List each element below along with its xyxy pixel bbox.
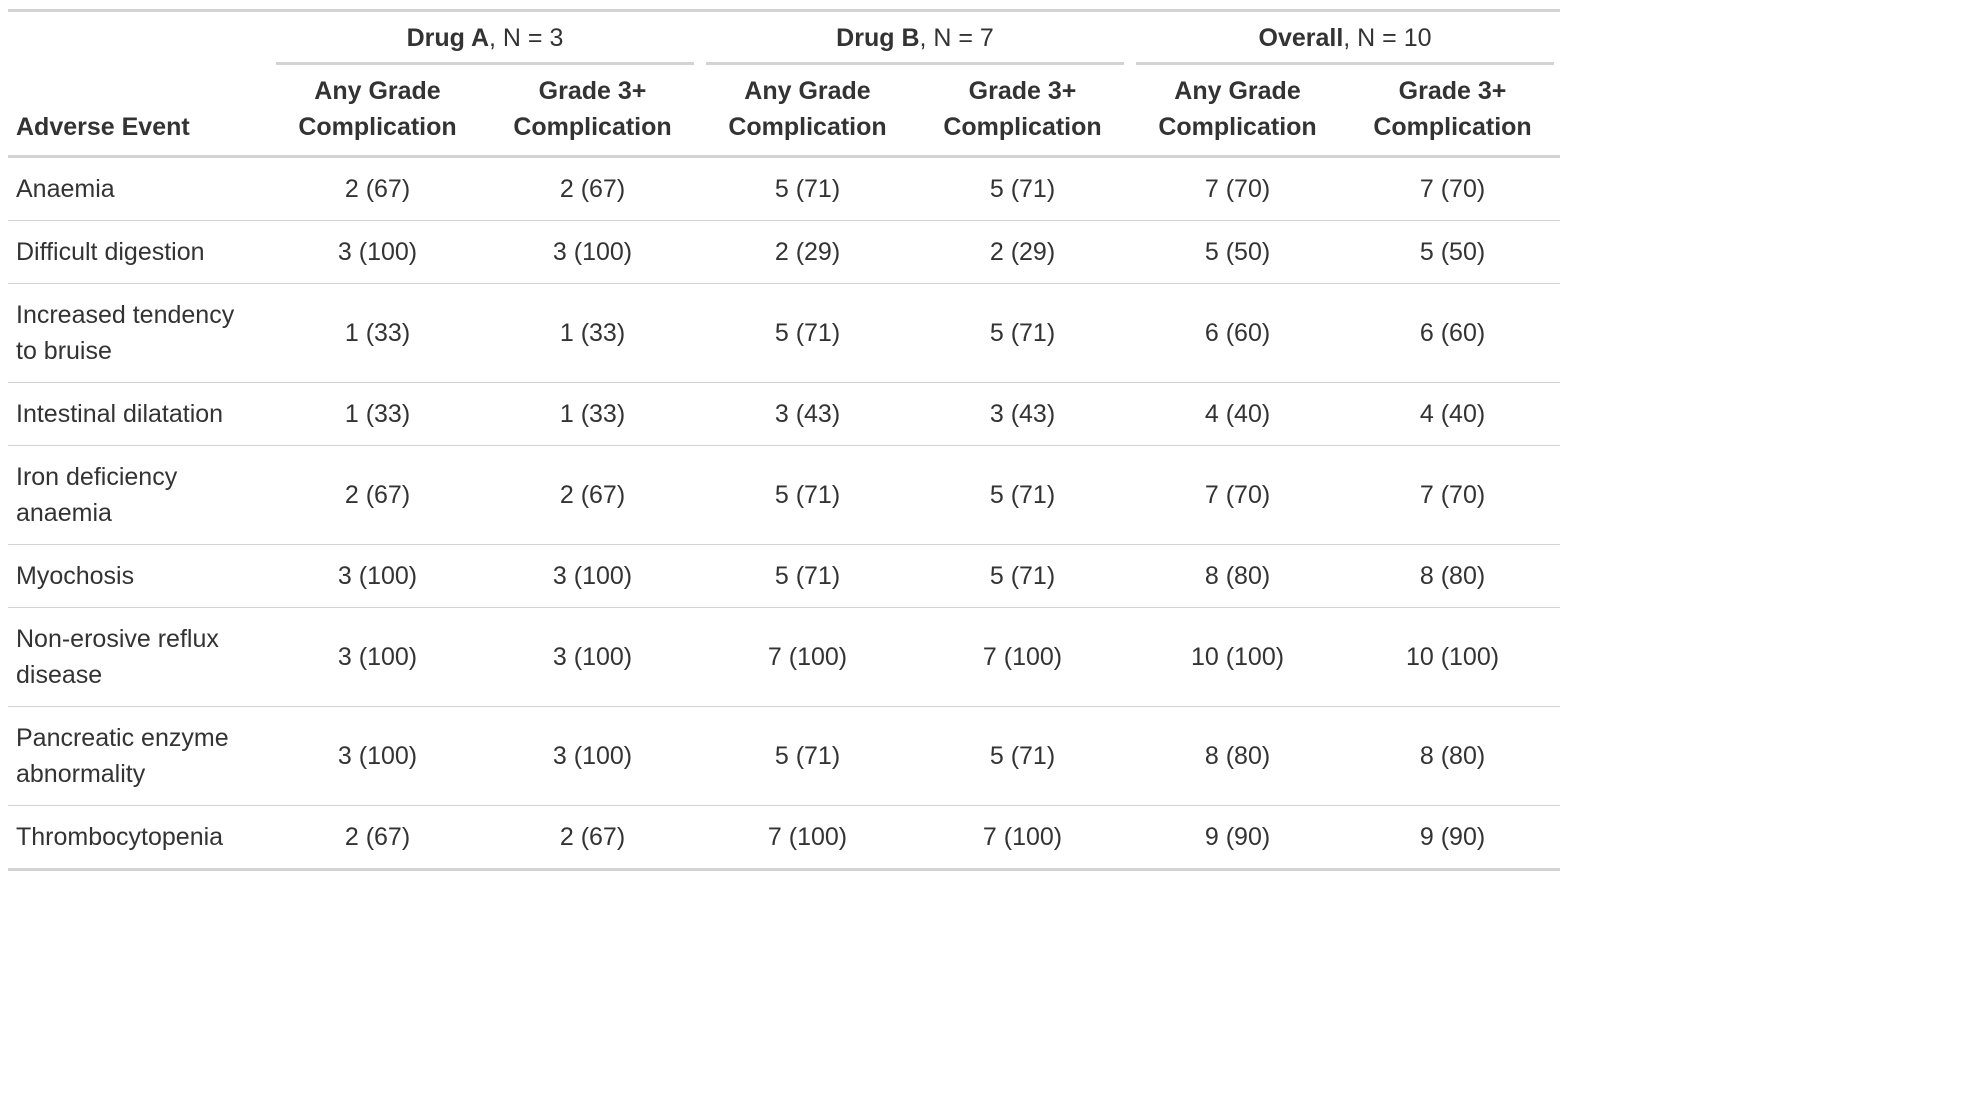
table-row: Iron deficiency anaemia 2 (67) 2 (67) 5 (71…: [8, 445, 1561, 545]
data-cell: 3 (100): [270, 220, 485, 284]
spanner-n: , N = 7: [919, 24, 994, 52]
table: Drug A, N = 3 Drug B, N = 7 Overall, N = 1…: [8, 9, 1561, 871]
data-cell: 3 (100): [270, 607, 485, 707]
data-cell: 9 (90): [1345, 805, 1561, 870]
data-cell: 5 (50): [1345, 220, 1561, 284]
spanner-name: Drug B: [836, 24, 920, 52]
table-wrapper: Drug A, N = 3 Drug B, N = 7 Overall, N = 1…: [8, 9, 1561, 871]
data-cell: 5 (71): [700, 544, 915, 608]
data-cell: 2 (67): [559, 175, 626, 203]
spanner-label: Drug B, N = 7: [706, 20, 1125, 65]
table-row: Myochosis 3 (100) 3 (100) 5 (71) 5 (71) 8 (80…: [8, 544, 1561, 608]
data-cell: 8 (80): [1345, 706, 1561, 806]
data-cell: 3 (100): [270, 544, 485, 608]
table-row: Pancreatic enzyme abnormality 3 (100) 3 (1…: [8, 706, 1561, 806]
data-cell: 6 (60): [1345, 283, 1561, 383]
spanner-name: Drug A: [406, 24, 490, 52]
data-cell: 2 (67): [270, 445, 485, 545]
column-header: Grade 3+ Complication: [485, 65, 700, 158]
data-cell: 2 (67): [485, 445, 700, 545]
data-cell: 7 (70): [1130, 445, 1346, 545]
data-cell: 7 (100): [915, 607, 1131, 707]
table-row: Anaemia 2 (67) 2 (67) 5 (71) 5 (71) 7 (70) 7 (…: [8, 157, 1560, 221]
spanner-label: Overall, N = 10: [1136, 20, 1555, 65]
data-cell: 1 (33): [485, 283, 700, 383]
table-row: Non-erosive reflux disease 3 (100) 3 (100)…: [8, 607, 1561, 707]
data-cell: 3 (100): [485, 220, 700, 284]
event-cell: Thrombocytopenia: [8, 805, 270, 870]
data-cell: 1 (33): [270, 283, 485, 383]
data-cell: 3 (43): [915, 382, 1131, 446]
data-cell: 2 (29): [700, 220, 915, 284]
data-cell: 5 (71): [700, 706, 915, 806]
data-cell: 3 (100): [485, 607, 700, 707]
column-header: Any Grade Complication: [270, 65, 485, 158]
data-cell: 7 (70): [1345, 445, 1561, 545]
data-cell: 2 (67): [344, 175, 411, 203]
data-cell: 4 (40): [1345, 382, 1561, 446]
data-cell: 7 (70): [1419, 175, 1486, 203]
column-header: Any Grade Complication: [700, 65, 915, 158]
data-cell: 5 (71): [915, 283, 1131, 383]
event-cell: Iron deficiency anaemia: [8, 445, 270, 545]
data-cell: 5 (71): [915, 544, 1131, 608]
column-header: Grade 3+ Complication: [915, 65, 1131, 158]
spanner: Overall, N = 10: [1130, 11, 1560, 65]
column-header: Grade 3+ Complication: [1345, 65, 1561, 158]
data-cell: 8 (80): [1130, 706, 1346, 806]
data-cell: 3 (43): [700, 382, 915, 446]
data-cell: 8 (80): [1345, 544, 1561, 608]
event-cell: Difficult digestion: [8, 220, 270, 284]
stub-header: Adverse Event: [8, 65, 270, 158]
event-cell: Increased tendency to bruise: [8, 283, 270, 383]
spanner: Drug A, N = 3: [270, 11, 700, 65]
spanner-row: Drug A, N = 3 Drug B, N = 7 Overall, N = 1…: [8, 11, 1560, 66]
data-cell: 2 (67): [485, 805, 700, 870]
data-cell: 6 (60): [1130, 283, 1346, 383]
data-cell: 5 (71): [700, 445, 915, 545]
table-row: Increased tendency to bruise 1 (33) 1 (33)…: [8, 283, 1561, 383]
data-cell: 7 (100): [700, 607, 915, 707]
data-cell: 5 (71): [700, 283, 915, 383]
data-cell: 2 (67): [270, 805, 485, 870]
data-cell: 3 (100): [485, 706, 700, 806]
table-row: Difficult digestion 3 (100) 3 (100) 2 (29) 2…: [8, 220, 1561, 284]
data-cell: 1 (33): [485, 382, 700, 446]
event-cell: Pancreatic enzyme abnormality: [8, 706, 270, 806]
data-cell: 10 (100): [1345, 607, 1561, 707]
data-cell: 3 (100): [270, 706, 485, 806]
event-cell: Anaemia: [16, 175, 115, 203]
spanner-name: Overall: [1258, 24, 1344, 52]
data-cell: 7 (70): [1204, 175, 1271, 203]
spanner: Drug B, N = 7: [700, 11, 1130, 65]
table-row: Thrombocytopenia 2 (67) 2 (67) 7 (100) 7 (10…: [8, 805, 1561, 870]
spanner-label: Drug A, N = 3: [276, 20, 694, 65]
data-cell: 8 (80): [1130, 544, 1346, 608]
column-header: Any Grade Complication: [1130, 65, 1346, 158]
blank: [8, 11, 270, 66]
data-cell: 5 (71): [989, 175, 1056, 203]
event-cell: Myochosis: [8, 544, 270, 608]
data-cell: 7 (100): [700, 805, 915, 870]
spanner-n: , N = 3: [489, 24, 564, 52]
data-cell: 5 (50): [1130, 220, 1346, 284]
table-row: Intestinal dilatation 1 (33) 1 (33) 3 (43) 3…: [8, 382, 1561, 446]
data-cell: 2 (29): [915, 220, 1131, 284]
data-cell: 5 (71): [915, 445, 1131, 545]
data-cell: 9 (90): [1130, 805, 1346, 870]
data-cell: 1 (33): [270, 382, 485, 446]
data-cell: 4 (40): [1130, 382, 1346, 446]
event-cell: Non-erosive reflux disease: [8, 607, 270, 707]
event-cell: Intestinal dilatation: [8, 382, 270, 446]
spanner-n: , N = 10: [1343, 24, 1432, 52]
data-cell: 5 (71): [915, 706, 1131, 806]
data-cell: 3 (100): [485, 544, 700, 608]
header-row: Adverse Event Any Grade Complication Grad…: [8, 65, 1561, 158]
data-cell: 5 (71): [774, 175, 841, 203]
data-cell: 10 (100): [1130, 607, 1346, 707]
data-cell: 7 (100): [915, 805, 1131, 870]
table-body: Anaemia 2 (67) 2 (67) 5 (71) 5 (71) 7 (70) 7 (…: [8, 157, 1561, 870]
